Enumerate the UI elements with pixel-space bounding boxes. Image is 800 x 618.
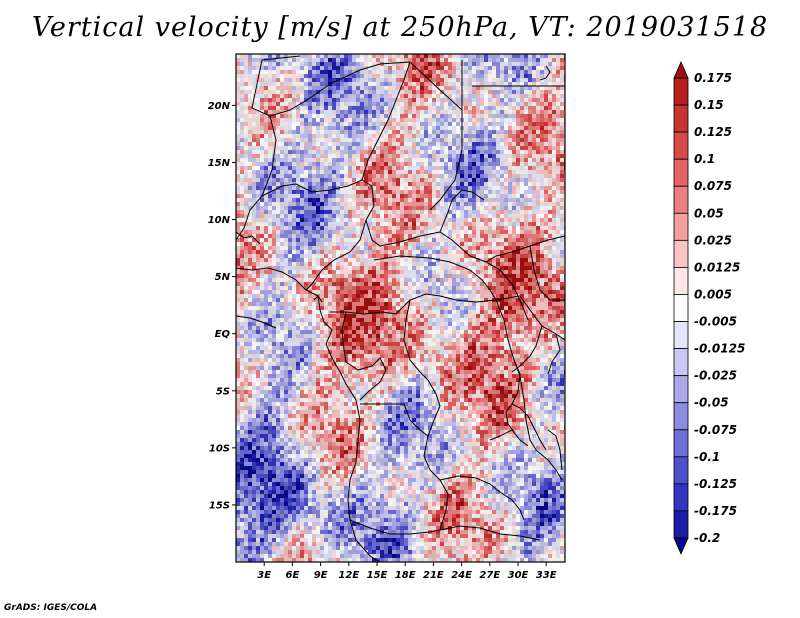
colorbar-label: -0.05 [694, 396, 729, 410]
colorbar-box [673, 131, 689, 160]
colorbar-box [673, 104, 689, 133]
colorbar-label: -0.0125 [694, 342, 745, 356]
x-tick-label: 33E [536, 570, 557, 581]
y-tick-label: 5N [215, 272, 231, 283]
colorbar-box [673, 185, 689, 214]
colorbar-label: -0.025 [694, 369, 737, 383]
y-tick-label: 15N [208, 158, 231, 169]
colorbar-box [673, 375, 689, 404]
map-frame [235, 53, 566, 563]
colorbar-box [673, 294, 689, 322]
x-axis: 3E 6E 9E 12E 15E 18E 21E 24E 27E 30E 33E [257, 562, 557, 581]
colorbar-label: 0.125 [694, 125, 732, 139]
chart-title: Vertical velocity [m/s] at 250hPa, VT: 2… [31, 12, 769, 43]
x-tick-label: 6E [286, 570, 300, 581]
colorbar-box [673, 267, 689, 295]
colorbar-label: 0.1 [694, 152, 715, 166]
x-tick-label: 27E [479, 570, 500, 581]
y-tick-label: 10S [209, 443, 230, 454]
colorbar-label: -0.175 [694, 504, 737, 518]
colorbar-label: -0.005 [694, 315, 737, 329]
colorbar-box [673, 77, 689, 106]
colorbar-label: 0.075 [694, 179, 732, 193]
colorbar-box [673, 348, 689, 377]
x-tick-label: 12E [338, 570, 359, 581]
y-tick-label: 15S [209, 500, 230, 511]
colorbar-label: 0.025 [694, 233, 732, 247]
colorbar-label: -0.2 [694, 531, 720, 545]
colorbar-box [673, 158, 689, 187]
colorbar-label: 0.175 [694, 71, 732, 85]
x-tick-label: 21E [423, 570, 444, 581]
colorbar-max-triangle [673, 61, 689, 79]
colorbar-min-triangle [673, 537, 689, 555]
colorbar-label: 0.005 [694, 287, 732, 301]
colorbar-box [673, 239, 689, 268]
colorbar-box [673, 483, 689, 512]
x-tick-label: 30E [508, 570, 529, 581]
country-borders [236, 55, 565, 562]
x-tick-label: 15E [367, 570, 388, 581]
colorbar-box [673, 429, 689, 458]
grads-credit: GrADS: IGES/COLA [4, 603, 98, 613]
x-tick-label: 3E [257, 570, 271, 581]
colorbar-box [673, 510, 689, 539]
y-tick-label: EQ [215, 329, 231, 340]
map-area [236, 54, 565, 562]
colorbar-label: -0.075 [694, 423, 737, 437]
y-tick-label: 5S [216, 386, 230, 397]
colorbar-label: 0.15 [694, 98, 724, 112]
x-tick-label: 24E [451, 570, 472, 581]
colorbar-box [673, 212, 689, 241]
colorbar-box [673, 321, 689, 349]
y-axis: 20N 15N 10N 5N EQ 5S 10S 15S [208, 101, 236, 511]
colorbar-label: 0.05 [694, 206, 724, 220]
y-tick-label: 10N [208, 215, 231, 226]
colorbar-label: -0.1 [694, 450, 720, 464]
y-tick-label: 20N [208, 101, 231, 112]
colorbar-label: 0.0125 [694, 260, 740, 274]
x-tick-label: 18E [395, 570, 416, 581]
colorbar-box [673, 402, 689, 431]
colorbar: 0.175 0.15 0.125 0.1 0.075 0.05 0.025 0.0125 0.0… [673, 61, 745, 555]
colorbar-label: -0.125 [694, 477, 737, 491]
colorbar-box [673, 456, 689, 485]
x-tick-label: 9E [314, 570, 328, 581]
